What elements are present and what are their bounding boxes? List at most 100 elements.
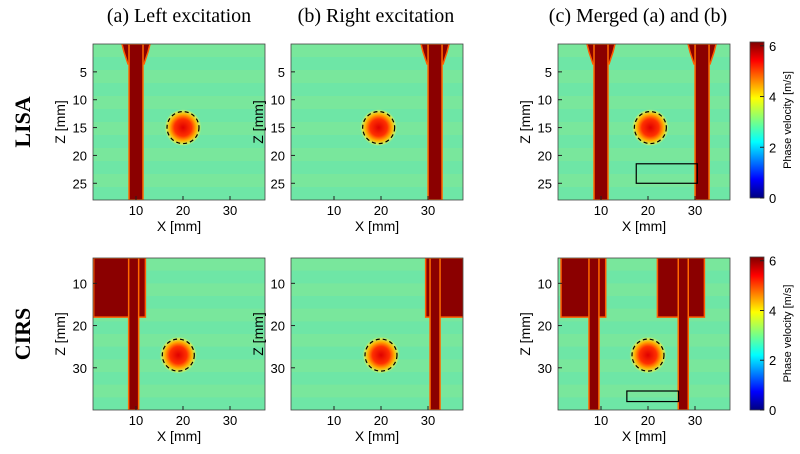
panel: 10 20 30 X [mm] 10 20 30 Z [mm] <box>517 257 731 444</box>
colorbar: 0 2 4 6 Phase velocity [m/s] <box>749 39 794 206</box>
z-tick-label: 25 <box>73 176 87 191</box>
x-tick-label: 10 <box>129 203 143 218</box>
heatmap <box>93 44 265 200</box>
z-tick-label: 10 <box>271 93 285 108</box>
z-tick-label: 10 <box>538 93 552 108</box>
texture <box>291 148 463 161</box>
z-tick-label: 30 <box>538 361 552 376</box>
inclusion-outline <box>161 338 195 372</box>
column-title: (b) Right excitation <box>298 5 455 27</box>
texture <box>93 44 265 57</box>
x-tick-label: 20 <box>374 203 388 218</box>
z-tick-label: 5 <box>278 65 285 80</box>
rod <box>429 258 441 410</box>
z-tick-label: 20 <box>73 148 87 163</box>
colorbar-scale <box>749 41 765 199</box>
z-tick-label: 25 <box>538 176 552 191</box>
z-tick-label: 30 <box>271 361 285 376</box>
x-tick-label: 10 <box>594 203 608 218</box>
colorbar-label: Phase velocity [m/s] <box>782 71 794 169</box>
panel: 10 20 30 X [mm] 10 20 30 Z [mm] <box>52 257 266 444</box>
texture <box>93 70 265 83</box>
texture <box>291 384 463 398</box>
z-tick-label: 10 <box>271 276 285 291</box>
texture <box>291 70 463 83</box>
frame <box>557 257 731 411</box>
x-tick-label: 20 <box>641 413 655 428</box>
colorbar: 0 2 4 6 Phase velocity [m/s] <box>749 254 794 418</box>
frame <box>92 257 266 411</box>
z-tick-label: 5 <box>80 65 87 80</box>
roi-box <box>626 390 680 403</box>
rod <box>128 44 144 200</box>
texture <box>291 283 463 296</box>
rod <box>694 44 710 200</box>
rod <box>677 258 690 410</box>
inclusion <box>164 108 203 147</box>
x-tick-label: 30 <box>688 413 702 428</box>
x-axis-label: X [mm] <box>622 218 666 234</box>
inclusion <box>159 336 198 375</box>
rod <box>593 44 609 200</box>
z-tick-label: 10 <box>73 93 87 108</box>
z-tick-label: 20 <box>73 319 87 334</box>
z-tick-label: 20 <box>271 148 285 163</box>
z-axis-label: Z [mm] <box>517 100 533 144</box>
panel: 10 20 30 X [mm] 5 10 15 20 25 Z [mm] <box>250 43 464 234</box>
x-tick-label: 30 <box>421 413 435 428</box>
texture <box>291 308 463 322</box>
x-tick-label: 10 <box>327 413 341 428</box>
colorbar-tick-label: 0 <box>769 191 776 206</box>
row-label: LISA <box>10 96 35 147</box>
x-tick-label: 20 <box>641 203 655 218</box>
z-axis-label: Z [mm] <box>250 100 266 144</box>
z-tick-label: 5 <box>545 65 552 80</box>
z-tick-label: 20 <box>271 319 285 334</box>
inclusion <box>359 108 398 147</box>
inclusion <box>629 336 668 375</box>
roi-box <box>635 163 698 184</box>
colorbar-label: Phase velocity [m/s] <box>782 285 794 383</box>
colorbar-scale <box>749 256 765 411</box>
colorbar-tick-label: 4 <box>769 303 776 318</box>
z-axis-label: Z [mm] <box>517 312 533 356</box>
column-title: (a) Left excitation <box>107 5 251 27</box>
x-axis-label: X [mm] <box>157 428 201 444</box>
z-tick-label: 15 <box>73 121 87 136</box>
column-title: (c) Merged (a) and (b) <box>549 5 727 27</box>
colorbar-tick-label: 2 <box>769 353 776 368</box>
x-tick-label: 10 <box>327 203 341 218</box>
inclusion-outline <box>364 338 398 372</box>
row-label: CIRS <box>10 308 35 361</box>
texture <box>93 384 265 398</box>
inclusion <box>631 108 670 147</box>
z-axis-label: Z [mm] <box>52 312 68 356</box>
heatmap <box>291 44 463 200</box>
z-tick-label: 20 <box>538 148 552 163</box>
x-axis-label: X [mm] <box>355 218 399 234</box>
x-tick-label: 30 <box>421 203 435 218</box>
x-tick-label: 30 <box>223 413 237 428</box>
x-axis-label: X [mm] <box>355 428 399 444</box>
x-tick-label: 20 <box>374 413 388 428</box>
inclusion-outline <box>166 110 200 145</box>
z-axis-label: Z [mm] <box>52 100 68 144</box>
frame <box>290 257 464 411</box>
inclusion-outline <box>633 110 667 145</box>
colorbar-tick-label: 4 <box>769 90 776 105</box>
heatmap <box>291 258 463 410</box>
frame <box>290 43 464 201</box>
z-tick-label: 15 <box>538 121 552 136</box>
texture <box>93 174 265 187</box>
panel: 10 20 30 X [mm] 10 20 30 Z [mm] <box>250 257 464 444</box>
frame <box>92 43 266 201</box>
z-tick-label: 20 <box>538 319 552 334</box>
rod <box>127 258 140 410</box>
column-titles: (a) Left excitation (b) Right excitation… <box>107 5 727 27</box>
texture <box>291 96 463 109</box>
texture <box>291 258 463 271</box>
texture <box>93 148 265 161</box>
inclusion <box>362 336 401 375</box>
inclusion-outline <box>362 110 396 145</box>
x-tick-label: 20 <box>176 413 190 428</box>
